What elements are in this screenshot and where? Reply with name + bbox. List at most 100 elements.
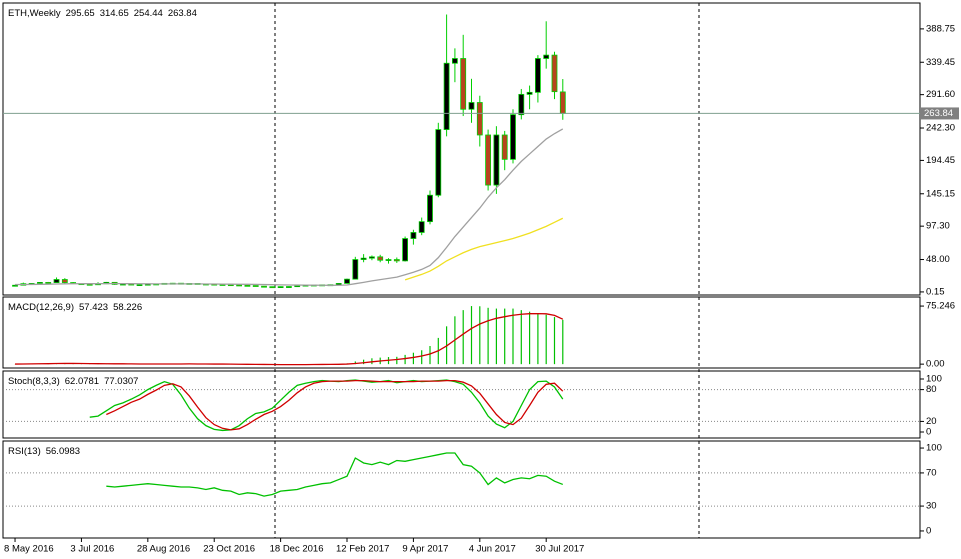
header-value: 314.65 [100, 8, 129, 19]
y-tick-label: 48.00 [926, 254, 950, 265]
header-value: 62.0781 [65, 376, 99, 387]
candle-body [543, 54, 550, 59]
x-tick-label: 12 Feb 2017 [336, 544, 389, 555]
candle-body [12, 284, 18, 287]
y-tick-label: 0.15 [926, 286, 945, 297]
candle-body [510, 114, 516, 160]
header-value: 58.226 [113, 302, 142, 313]
y-tick-label: 0.00 [926, 359, 945, 370]
candle-body [277, 286, 284, 289]
x-tick-label: 8 May 2016 [4, 544, 54, 555]
candle-body [335, 283, 342, 286]
candle-body [37, 282, 43, 284]
candle-body [261, 285, 267, 288]
candle-body [410, 232, 417, 239]
x-tick-label: 23 Oct 2016 [203, 544, 255, 555]
candle-body [45, 282, 52, 284]
signal-line [15, 312, 564, 366]
y-tick-label: 242.30 [926, 123, 955, 134]
candle-body [485, 134, 491, 186]
candle-body [269, 286, 276, 289]
candle-body [468, 102, 475, 110]
moving-average [404, 217, 564, 281]
candle-body [53, 279, 60, 284]
candle-body [418, 221, 425, 233]
stoch-d-line [106, 379, 564, 431]
y-tick-label: 0 [926, 525, 931, 536]
y-tick-label: 0 [926, 427, 931, 438]
indicator-title: ETH,Weekly [8, 8, 61, 19]
candle-body [443, 62, 450, 130]
x-tick-label: 4 Jun 2017 [469, 544, 516, 555]
candle-body [476, 102, 483, 136]
candle-body [559, 91, 566, 114]
candle-body [385, 259, 392, 261]
pane-header: ETH,Weekly 295.65 314.65 254.44 263.84 [8, 8, 197, 19]
pane [2, 440, 921, 539]
candle-body [294, 285, 301, 288]
candle-body [236, 284, 243, 287]
indicator-title: MACD(12,26,9) [8, 302, 74, 313]
moving-average [15, 128, 564, 286]
candle-body [369, 256, 375, 259]
y-tick-label: 100 [926, 374, 942, 385]
x-tick-label: 28 Aug 2016 [137, 544, 190, 555]
x-tick-label: 30 Jul 2017 [535, 544, 584, 555]
candle-body [534, 58, 541, 93]
pane [2, 2, 921, 296]
pane-header: RSI(13) 56.0983 [8, 446, 80, 457]
pane-header: Stoch(8,3,3) 62.0781 77.0307 [8, 376, 138, 387]
candle-body [352, 259, 359, 280]
candle-body [460, 58, 467, 110]
candle-body [435, 129, 442, 196]
pane-header: MACD(12,26,9) 57.423 58.226 [8, 302, 142, 313]
price-tag-label: 263.84 [924, 108, 953, 119]
y-tick-label: 97.30 [926, 221, 950, 232]
candle-body [377, 256, 384, 261]
candle-body [252, 285, 259, 287]
y-tick-label: 75.246 [926, 301, 955, 312]
candle-body [501, 134, 508, 160]
header-value: 295.65 [66, 8, 95, 19]
candle-body [551, 54, 558, 93]
candle-body [526, 91, 533, 95]
indicator-title: Stoch(8,3,3) [8, 376, 60, 387]
y-tick-label: 339.45 [926, 57, 955, 68]
rsi-line [106, 452, 564, 497]
y-tick-label: 80 [926, 384, 937, 395]
y-tick-label: 145.15 [926, 188, 955, 199]
candle-body [244, 284, 251, 287]
pane [2, 370, 921, 439]
candle-body [402, 238, 409, 262]
y-tick-label: 100 [926, 443, 942, 454]
candle-body [427, 194, 433, 223]
candle-body [493, 134, 500, 186]
y-tick-label: 70 [926, 467, 937, 478]
indicator-title: RSI(13) [8, 446, 41, 457]
candle-body [452, 58, 458, 64]
y-tick-label: 20 [926, 416, 937, 427]
y-tick-label: 30 [926, 501, 937, 512]
candle-body [86, 283, 93, 286]
candle-body [518, 93, 525, 116]
header-value: 57.423 [79, 302, 108, 313]
header-value: 263.84 [168, 8, 197, 19]
y-tick-label: 291.60 [926, 89, 955, 100]
candle-body [136, 284, 143, 286]
candle-body [286, 286, 292, 288]
y-tick-label: 194.45 [926, 155, 955, 166]
x-tick-label: 9 Apr 2017 [402, 544, 448, 555]
candle-body [61, 279, 68, 283]
candle-body [360, 257, 367, 260]
header-value: 56.0983 [46, 446, 80, 457]
header-value: 254.44 [134, 8, 163, 19]
y-tick-label: 388.75 [926, 23, 955, 34]
x-tick-label: 18 Dec 2016 [270, 544, 324, 555]
candle-body [344, 278, 350, 284]
x-tick-label: 3 Jul 2016 [70, 544, 114, 555]
header-value: 77.0307 [104, 376, 138, 387]
pane [2, 296, 921, 369]
